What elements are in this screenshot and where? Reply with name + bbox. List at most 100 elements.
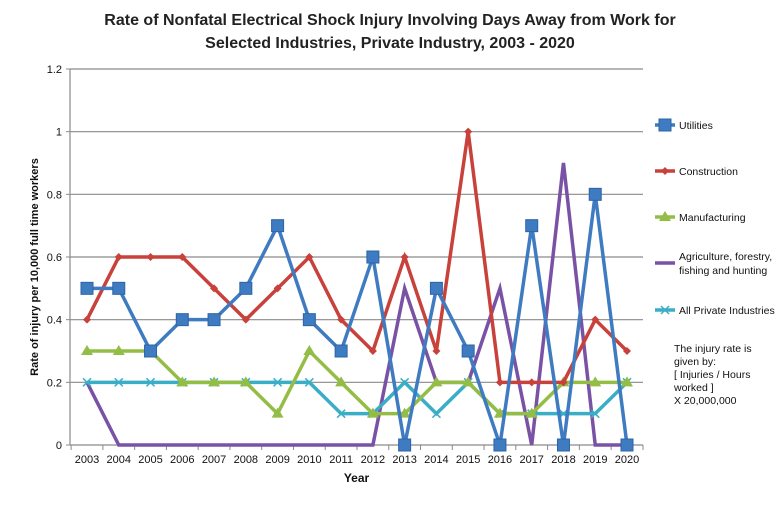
series-line	[87, 348, 627, 417]
legend-label: Utilities	[679, 120, 713, 132]
legend-label: All Private Industries	[679, 305, 775, 317]
series-line	[87, 379, 629, 417]
data-point	[207, 313, 221, 327]
data-point	[112, 345, 125, 355]
data-point	[335, 376, 348, 387]
data-point	[462, 376, 475, 387]
legend-marker	[661, 167, 669, 175]
legend-label: Manufacturing	[679, 212, 746, 224]
annotation-line: The injury rate is	[674, 343, 752, 355]
x-tick-label: 2014	[424, 454, 448, 466]
data-point	[273, 284, 282, 293]
y-tick-label: 0.8	[47, 189, 62, 201]
data-point	[461, 344, 475, 358]
data-point	[112, 281, 126, 295]
x-tick-label: 2017	[519, 454, 543, 466]
x-axis-title: Year	[344, 471, 370, 485]
data-point	[591, 315, 600, 324]
data-point	[239, 376, 252, 387]
x-tick-label: 2003	[75, 454, 99, 466]
x-tick-label: 2006	[170, 454, 194, 466]
x-tick-label: 2020	[615, 454, 639, 466]
x-tick-label: 2010	[297, 454, 321, 466]
annotation-line: given by:	[674, 356, 717, 368]
data-point	[337, 315, 346, 324]
data-point	[398, 407, 411, 418]
data-point	[559, 378, 568, 387]
data-point	[556, 438, 570, 452]
data-point	[589, 376, 602, 387]
y-axis-title: Rate of injury per 10,000 full time work…	[29, 158, 41, 376]
data-point	[114, 377, 124, 387]
data-point	[493, 438, 507, 452]
series-line	[85, 131, 629, 385]
annotation-line: worked ]	[674, 382, 714, 394]
annotation-note: The injury rate is given by: [ Injuries …	[674, 343, 778, 408]
legend-item: Utilities	[655, 118, 713, 132]
legend-item: Manufacturing	[655, 211, 746, 224]
data-point	[366, 250, 380, 264]
legend-marker	[660, 305, 670, 315]
data-point	[305, 253, 314, 261]
x-tick-label: 2015	[456, 454, 480, 466]
data-point	[114, 253, 123, 261]
legend-label: Agriculture, forestry,	[679, 251, 772, 263]
data-point	[366, 407, 379, 418]
data-point	[525, 407, 538, 418]
data-point	[368, 347, 377, 355]
data-point	[273, 377, 283, 387]
series-line	[85, 162, 627, 447]
data-point	[336, 409, 346, 419]
data-point	[210, 284, 219, 293]
data-point	[241, 315, 250, 324]
data-point	[178, 253, 187, 261]
data-point	[271, 219, 285, 233]
x-tick-label: 2011	[329, 454, 353, 466]
data-point	[432, 347, 441, 355]
data-point	[400, 377, 410, 387]
data-point	[144, 344, 158, 358]
data-point	[146, 253, 155, 261]
data-point	[83, 315, 91, 324]
chart-title-line2: Selected Industries, Private Industry, 2…	[205, 35, 575, 52]
legend-item: Construction	[655, 166, 738, 178]
data-point	[623, 347, 631, 355]
data-point	[81, 345, 93, 355]
data-point	[431, 409, 441, 419]
data-point	[588, 187, 602, 201]
chart-title-line1: Rate of Nonfatal Electrical Shock Injury…	[104, 12, 676, 29]
series-agriculture-forestry-fishing-and-hunting	[85, 162, 627, 447]
data-point	[429, 281, 443, 295]
data-point	[590, 409, 600, 419]
data-point	[304, 377, 314, 387]
legend-marker	[658, 118, 672, 132]
data-point	[527, 378, 536, 387]
data-point	[82, 377, 92, 387]
y-tick-label: 1.2	[47, 64, 62, 76]
data-point	[145, 377, 156, 387]
x-tick-label: 2004	[107, 454, 131, 466]
data-point	[400, 253, 409, 261]
series-construction	[83, 127, 631, 387]
data-point	[464, 127, 473, 136]
data-point	[175, 313, 189, 327]
data-point	[621, 376, 633, 387]
data-point	[80, 281, 94, 295]
x-tick-label: 2005	[138, 454, 162, 466]
data-point	[334, 344, 348, 358]
x-tick-label: 2008	[234, 454, 258, 466]
x-tick-label: 2007	[202, 454, 226, 466]
x-tick-label: 2018	[551, 454, 575, 466]
data-point	[495, 378, 504, 387]
data-point	[303, 345, 316, 355]
y-tick-label: 1	[56, 127, 62, 139]
data-point	[239, 281, 253, 295]
data-point	[525, 219, 539, 233]
data-point	[398, 438, 412, 452]
series-utilities	[80, 187, 634, 452]
data-point	[430, 376, 443, 387]
x-tick-label: 2012	[361, 454, 385, 466]
y-tick-label: 0	[56, 440, 62, 452]
x-tick-label: 2019	[583, 454, 607, 466]
